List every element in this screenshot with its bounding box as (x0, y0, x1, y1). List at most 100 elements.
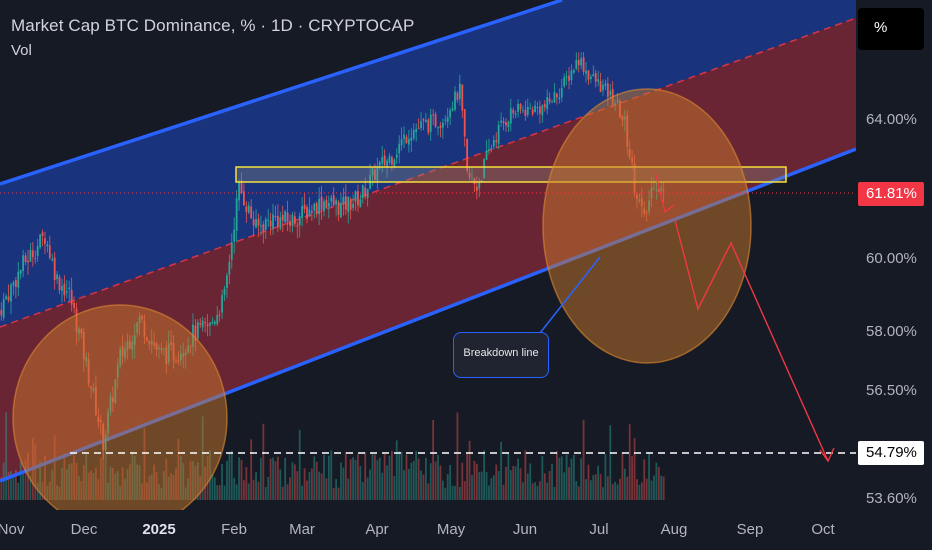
volume-bar (643, 459, 646, 500)
volume-bar (456, 412, 459, 500)
candle-body (420, 121, 422, 128)
candle-body (383, 155, 386, 166)
volume-bar (252, 479, 255, 500)
y-tick-label: 53.60% (866, 490, 917, 507)
volume-bar (320, 473, 323, 500)
volume-bar (303, 468, 306, 500)
volume-bar (509, 470, 512, 500)
volume-bar (374, 454, 376, 500)
volume-bar (449, 464, 452, 500)
volume-bar (541, 456, 544, 500)
volume-bar (517, 458, 519, 500)
candle-body (495, 140, 498, 142)
candle-body (199, 323, 202, 325)
candle-body (308, 209, 311, 217)
volume-bar (417, 458, 420, 500)
percent-unit-button[interactable]: % (858, 8, 924, 50)
volume-bar (233, 477, 236, 500)
highlight-circle-left[interactable] (12, 304, 228, 531)
volume-bar (490, 478, 493, 500)
candle-body (29, 249, 32, 262)
x-axis[interactable]: Nov Dec 2025 Feb Mar Apr May Jun Jul Aug Sep Oct (0, 521, 835, 538)
candle-body (262, 224, 265, 232)
candle-body (39, 234, 42, 248)
candle-body (378, 161, 381, 166)
volume-bar (301, 485, 304, 500)
candle-body (255, 219, 257, 228)
candle-body (468, 172, 471, 178)
volume-bar (296, 471, 299, 500)
projection-path[interactable] (674, 219, 829, 462)
y-tick-label: 58.00% (866, 323, 917, 340)
candle-body (582, 57, 585, 72)
candle-body (483, 159, 486, 179)
volume-bar (306, 480, 308, 500)
candle-body (19, 270, 22, 274)
projection-arrowhead (819, 447, 835, 463)
candle-body (68, 287, 71, 290)
volume-bar (24, 459, 27, 500)
volume-bar (36, 483, 39, 500)
volume-bar (650, 480, 653, 500)
current-price-tag: 61.81% (858, 182, 924, 206)
breakdown-line-callout[interactable]: Breakdown line (453, 332, 549, 378)
target-price-tag: 54.79% (858, 441, 924, 465)
candle-body (340, 203, 342, 218)
volume-bar (636, 479, 638, 500)
candle-body (298, 216, 301, 226)
channel-midline[interactable] (0, 17, 856, 328)
volume-bar (580, 458, 583, 500)
volume-bar (563, 472, 566, 500)
candle-body (269, 220, 272, 227)
candle-body (575, 59, 578, 69)
volume-bar (221, 463, 223, 500)
candle-body (228, 261, 231, 275)
candle-body (388, 156, 391, 163)
y-axis[interactable]: 64.00% 60.00% 58.00% 56.50% 53.60% (866, 111, 917, 507)
highlight-circle-right[interactable] (542, 88, 752, 364)
volume-bar (250, 439, 253, 500)
candle-body (344, 196, 347, 210)
candle-body (505, 122, 507, 126)
volume-bar (289, 477, 291, 500)
volume-bar (619, 478, 621, 500)
volume-bar (626, 476, 629, 500)
volume-bar (560, 456, 563, 500)
candle-body (488, 149, 490, 151)
volume-bar (376, 460, 379, 500)
volume-bar (505, 466, 507, 500)
candle-body (286, 212, 289, 222)
candle-body (218, 314, 221, 316)
candle-body (606, 83, 609, 97)
volume-bar (655, 462, 658, 500)
volume-bar (364, 452, 367, 500)
candle-body (233, 229, 236, 242)
candle-body (34, 257, 37, 259)
volume-bar (243, 480, 245, 500)
candle-body (403, 134, 405, 139)
candle-body (58, 276, 61, 291)
volume-bar (582, 420, 585, 500)
candle-body (466, 138, 469, 171)
volume-bar (575, 481, 578, 500)
volume-bar (218, 485, 221, 500)
candle-body (536, 107, 539, 109)
volume-bar (5, 412, 8, 500)
volume-bar (391, 451, 393, 500)
candle-body (597, 79, 600, 82)
volume-bar (279, 469, 282, 500)
volume-bar (551, 463, 553, 500)
channel-upper-line[interactable] (0, 0, 563, 186)
volume-bar (602, 487, 604, 500)
candle-body (522, 110, 524, 112)
x-tick-label: Feb (221, 521, 247, 538)
volume-bar (466, 453, 469, 500)
candle-body (257, 218, 260, 226)
volume-bar (653, 475, 655, 500)
candle-body (17, 271, 20, 288)
candle-body (429, 114, 432, 132)
volume-bar (332, 487, 335, 500)
volume-bar (536, 485, 539, 500)
